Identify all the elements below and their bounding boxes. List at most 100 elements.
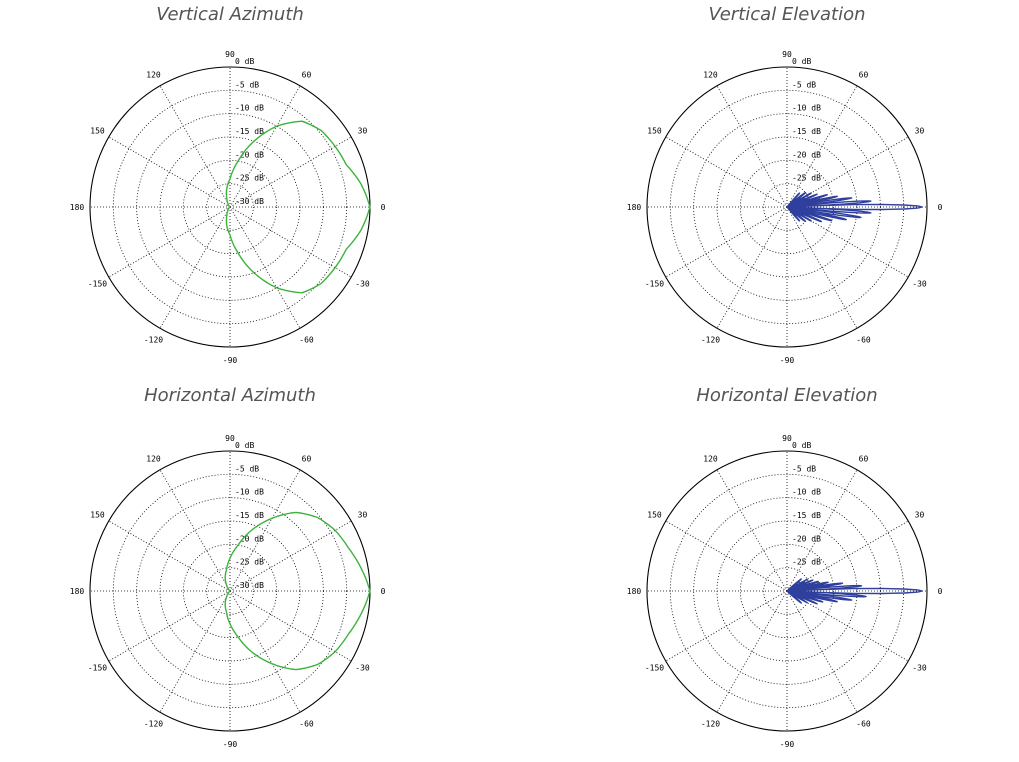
angle-tick-label: 180 [627,203,642,212]
angle-tick-label: -60 [856,720,871,729]
ring-label: -15 dB [235,511,264,520]
angle-tick-label: 180 [627,587,642,596]
ring-label: -10 dB [235,104,264,113]
angle-tick-label: 150 [647,127,662,136]
grid-spoke [229,520,352,592]
angle-tick-label: 180 [70,587,85,596]
pattern-series [786,191,923,223]
grid-spoke [229,590,352,662]
grid-spoke [665,136,788,208]
chart-title: Horizontal Azimuth [144,385,316,406]
chart-title: Vertical Azimuth [156,4,304,25]
angle-tick-label: -150 [645,280,664,289]
grid-ring [669,89,905,325]
grid-spoke [786,469,858,592]
grid-ring [112,473,348,709]
angle-tick-label: 60 [302,70,312,79]
ring-label: 0 dB [792,57,811,66]
angle-tick-label: 120 [703,70,718,79]
ring-label: -25 dB [235,558,264,567]
angle-tick-label: -30 [355,280,370,289]
angle-tick-label: 30 [915,511,925,520]
polar-plot: 0 30 60 90 120 150 180 -150 -120 -90 -60 -30 0 dB -5 … [627,50,943,365]
angle-tick-label: -30 [355,664,370,673]
polar-chart-horizontal-azimuth: 0 30 60 90 120 150 180 -150 -120 -90 -60 -30 0 dB -5 … [0,381,509,762]
grid-spoke [786,590,858,713]
grid-ring [739,543,835,639]
chart-title: Vertical Elevation [708,4,866,25]
grid-spoke [786,206,858,329]
ring-label: -10 dB [792,104,821,113]
angle-tick-label: -150 [645,664,664,673]
ring-label: -30 dB [235,581,264,590]
angle-tick-label: 30 [358,511,368,520]
chart-title: Horizontal Elevation [696,385,878,406]
ring-label: -20 dB [792,150,821,159]
angle-tick-label: 60 [302,454,312,463]
pattern-series [786,578,923,605]
angle-tick-label: 90 [782,50,792,59]
angle-tick-label: 0 [381,587,386,596]
angle-tick-label: -90 [223,740,238,749]
grid-ring [206,183,254,231]
grid-spoke [229,469,301,592]
grid-spoke [716,85,788,208]
angle-tick-label: 120 [703,454,718,463]
grid-spoke [229,206,352,278]
grid-spoke [229,206,301,329]
grid-spoke [665,520,788,592]
angle-tick-label: -120 [144,336,163,345]
ring-label: -5 dB [235,80,259,89]
angle-tick-label: 60 [859,70,869,79]
angle-tick-label: 0 [938,203,943,212]
angle-tick-label: -150 [88,280,107,289]
ring-label: -25 dB [792,174,821,183]
ring-label: -20 dB [235,150,264,159]
polar-chart-horizontal-elevation: 0 30 60 90 120 150 180 -150 -120 -90 -60 -30 0 dB -5 … [509,381,1018,762]
angle-tick-label: -120 [701,336,720,345]
angle-tick-label: 0 [938,587,943,596]
angle-tick-label: -60 [299,720,314,729]
angle-tick-label: -30 [912,664,927,673]
angle-tick-label: -150 [88,664,107,673]
grid-spoke [159,206,231,329]
angle-tick-label: 120 [146,70,161,79]
ring-label: -20 dB [792,534,821,543]
grid-spoke [786,206,909,278]
angle-tick-label: 90 [225,434,235,443]
grid-spoke [665,590,788,662]
grid-spoke [665,206,788,278]
ring-label: -15 dB [235,127,264,136]
grid-spoke [786,520,909,592]
angle-tick-label: 150 [90,511,105,520]
polar-plot: 0 30 60 90 120 150 180 -150 -120 -90 -60 -30 0 dB -5 … [70,434,386,749]
grid-spoke [108,590,231,662]
grid-spoke [159,590,231,713]
angle-tick-label: 150 [647,511,662,520]
grid-spoke [786,136,909,208]
grid-spoke [786,590,909,662]
ring-label: -20 dB [235,534,264,543]
ring-label: -15 dB [792,127,821,136]
ring-label: 0 dB [235,441,254,450]
angle-tick-label: -120 [701,720,720,729]
grid-spoke [108,520,231,592]
polar-chart-vertical-elevation: 0 30 60 90 120 150 180 -150 -120 -90 -60 -30 0 dB -5 … [509,0,1018,381]
pattern-series [224,511,371,671]
angle-tick-label: -90 [780,356,795,365]
ring-label: -10 dB [235,488,264,497]
grid-ring [182,543,278,639]
angle-tick-label: 30 [915,127,925,136]
grid-spoke [716,590,788,713]
grid-spoke [159,469,231,592]
outer-ring [646,450,928,732]
angle-tick-label: -120 [144,720,163,729]
ring-label: -5 dB [792,80,816,89]
angle-tick-label: -90 [780,740,795,749]
grid-spoke [229,590,301,713]
grid-spoke [229,85,301,208]
ring-label: -5 dB [235,464,259,473]
ring-label: 0 dB [235,57,254,66]
angle-tick-label: -90 [223,356,238,365]
angle-tick-label: 30 [358,127,368,136]
